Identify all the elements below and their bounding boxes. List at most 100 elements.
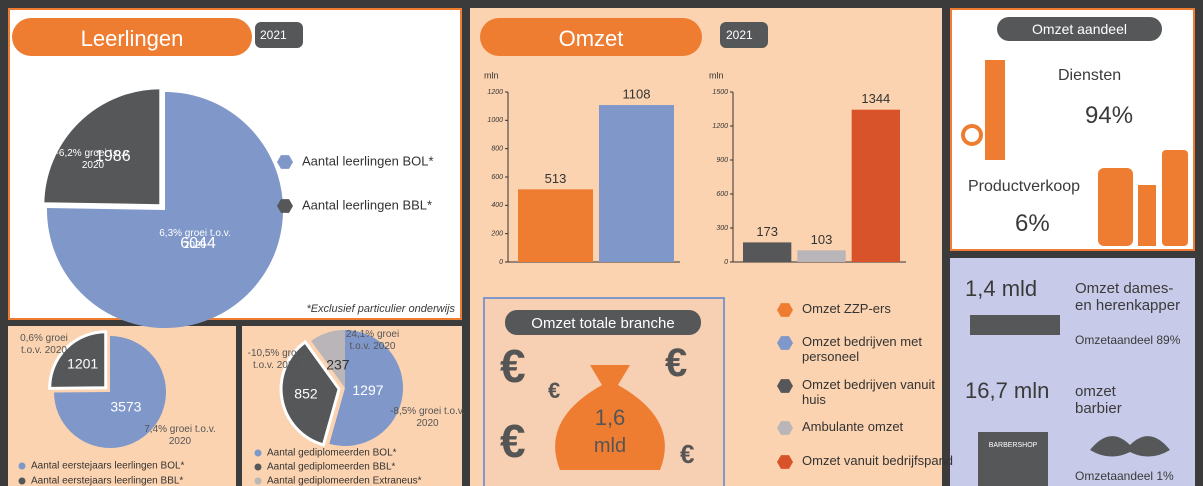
legend-label: Aantal eerstejaars leerlingen BOL*	[31, 461, 185, 472]
dryer-icon	[720, 22, 768, 48]
legend-label: Ambulante omzet	[802, 419, 904, 434]
legend-label: Aantal leerlingen BOL*	[302, 153, 434, 168]
year: 2021	[260, 28, 287, 42]
bottle-icon	[1098, 168, 1133, 246]
legend-label: Omzet bedrijven vanuit huis	[802, 377, 935, 407]
slice-note: 0,6% groei t.o.v. 2020	[20, 333, 68, 356]
title: Leerlingen	[80, 26, 184, 51]
tube-icon	[1162, 150, 1188, 246]
bar	[743, 242, 792, 262]
slice-note: -6,2% groei t.o.v. 2020	[55, 148, 131, 171]
pie-slice	[41, 86, 163, 208]
legend-label: Aantal gediplomeerden BOL*	[267, 448, 397, 459]
slice-note: 6,3% groei t.o.v. 2020	[159, 228, 231, 251]
barbier-label: omzet barbier	[1075, 383, 1122, 418]
share-value: 94%	[1085, 102, 1134, 129]
y-tick-label: 1000	[487, 117, 503, 124]
bar-value: 173	[756, 224, 778, 239]
bottle-icon	[1138, 185, 1156, 246]
share-value: 6%	[1015, 210, 1050, 237]
legend-marker	[254, 477, 262, 485]
y-tick-label: 600	[716, 191, 728, 198]
legend-marker	[18, 462, 26, 470]
pie-slice	[279, 339, 341, 447]
y-tick-label: 900	[716, 157, 728, 164]
title-pill	[505, 310, 701, 335]
legend-label: Aantal eerstejaars leerlingen BBL*	[31, 476, 183, 486]
y-tick-label: 1500	[712, 89, 728, 96]
kapper-label: Omzet dames- en herenkapper	[1075, 280, 1181, 315]
kapper-value: 1,4 mld	[965, 276, 1038, 301]
scissors-icon	[961, 124, 983, 146]
legend-marker	[277, 155, 293, 169]
bar	[518, 189, 593, 262]
slice-value: 3573	[110, 398, 141, 414]
legend-marker	[254, 463, 262, 471]
bar-value: 1344	[861, 91, 890, 106]
euro-sign: €	[500, 340, 526, 392]
slice-value: 1201	[67, 356, 98, 372]
legend-marker	[254, 449, 262, 457]
slice-value: 852	[294, 386, 318, 402]
y-tick-label: 0	[724, 259, 728, 266]
footnote: *Exclusief particulier onderwijs	[306, 303, 455, 315]
pie-slice	[47, 92, 283, 328]
slice-value: 6044	[180, 235, 216, 252]
slice-note: -10,5% groei t.o.v. 2020	[247, 348, 305, 371]
legend-marker	[777, 336, 793, 350]
y-tick-label: 600	[491, 174, 503, 181]
y-tick-label: 300	[716, 225, 728, 232]
comb-icon	[985, 60, 1005, 160]
unit-label: mln	[484, 70, 499, 80]
share-label: Diensten	[1058, 67, 1122, 84]
legend-marker	[777, 421, 793, 435]
bar	[797, 250, 846, 262]
y-tick-label: 400	[491, 202, 503, 209]
slice-note: -8,5% groei t.o.v. 2020	[390, 406, 465, 429]
title-pill	[480, 18, 702, 56]
euro-sign: €	[665, 341, 688, 385]
box-title: Omzet totale branche	[531, 315, 675, 332]
legend-marker	[277, 199, 293, 213]
euro-sign: €	[680, 439, 695, 469]
legend-marker	[18, 477, 26, 485]
legend-marker	[777, 379, 793, 393]
share-label: Productverkoop	[968, 178, 1081, 195]
y-tick-label: 800	[491, 146, 503, 153]
legend-marker	[777, 303, 793, 317]
barbier-share: Omzetaandeel 1%	[1075, 469, 1174, 483]
bar	[851, 109, 900, 263]
box-title: Omzet aandeel	[1032, 21, 1127, 37]
y-tick-label: 1200	[712, 123, 728, 130]
comb-icon	[970, 315, 1060, 335]
legend-label: Aantal leerlingen BBL*	[302, 197, 432, 212]
y-tick-label: 0	[499, 259, 503, 266]
title: Omzet	[558, 26, 624, 51]
bar-value: 513	[545, 171, 567, 186]
title-pill	[12, 18, 252, 56]
euro-sign: €	[500, 415, 526, 467]
title-pill	[997, 17, 1162, 41]
barbier-value: 16,7 mln	[965, 378, 1050, 403]
dryer-icon	[255, 22, 303, 48]
legend-marker	[777, 455, 793, 469]
bar-value: 103	[811, 232, 833, 247]
moustache-icon	[1090, 436, 1170, 457]
pie-slice	[54, 336, 166, 449]
money-bag	[555, 365, 665, 470]
barbershop-icon	[978, 432, 1048, 486]
bar-value: 1108	[623, 86, 651, 101]
slice-note: 7,4% groei t.o.v. 2020	[144, 424, 216, 447]
legend-label: Omzet bedrijven met personeel	[802, 334, 922, 364]
y-tick-label: 200	[490, 231, 503, 238]
slice-note: 24,1% groei t.o.v. 2020	[345, 329, 400, 352]
pie-slice	[311, 330, 345, 388]
pie-slice	[48, 330, 108, 390]
euro-sign: €	[548, 378, 561, 403]
year: 2021	[726, 28, 753, 42]
legend-label: Aantal gediplomeerden BBL*	[267, 462, 396, 473]
legend-label: Aantal gediplomeerden Extraneus*	[267, 476, 422, 486]
slice-value: 237	[326, 357, 350, 373]
